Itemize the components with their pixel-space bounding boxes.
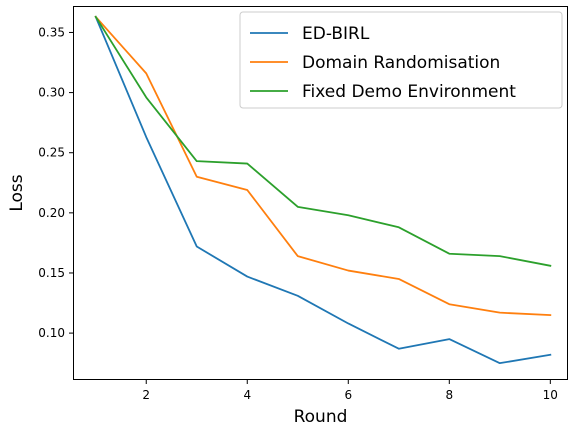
legend-box [239, 11, 563, 109]
x-tick-label: 10 [543, 388, 558, 402]
y-axis-title: Loss [7, 174, 27, 211]
x-tick-label: 8 [445, 388, 453, 402]
y-tick-label: 0.30 [38, 86, 65, 100]
series-line-2 [94, 15, 552, 317]
x-axis-title: Round [294, 407, 348, 427]
x-tick-label: 2 [142, 388, 150, 402]
y-tick-label: 0.25 [38, 146, 65, 160]
y-tick-label: 0.10 [38, 326, 65, 340]
y-tick-label: 0.35 [38, 25, 65, 39]
x-tick-label: 4 [243, 388, 251, 402]
legend-label-2: Domain Randomisation [302, 53, 500, 73]
series-line-1 [94, 15, 552, 365]
axes-layer: 2 4 6 8 10 0.10 0.15 0.20 0.25 0.30 0.35 [38, 6, 568, 402]
legend-label-1: ED-BIRL [302, 24, 370, 44]
series-line-3 [94, 15, 552, 267]
y-tick-label: 0.15 [38, 266, 65, 280]
series-layer [94, 15, 552, 365]
y-tick-label: 0.20 [38, 206, 65, 220]
x-tick-label: 6 [344, 388, 352, 402]
legend: ED-BIRL Domain Randomisation Fixed Demo En… [239, 11, 563, 109]
plot-frame [73, 6, 568, 380]
legend-label-3: Fixed Demo Environment [302, 82, 516, 102]
